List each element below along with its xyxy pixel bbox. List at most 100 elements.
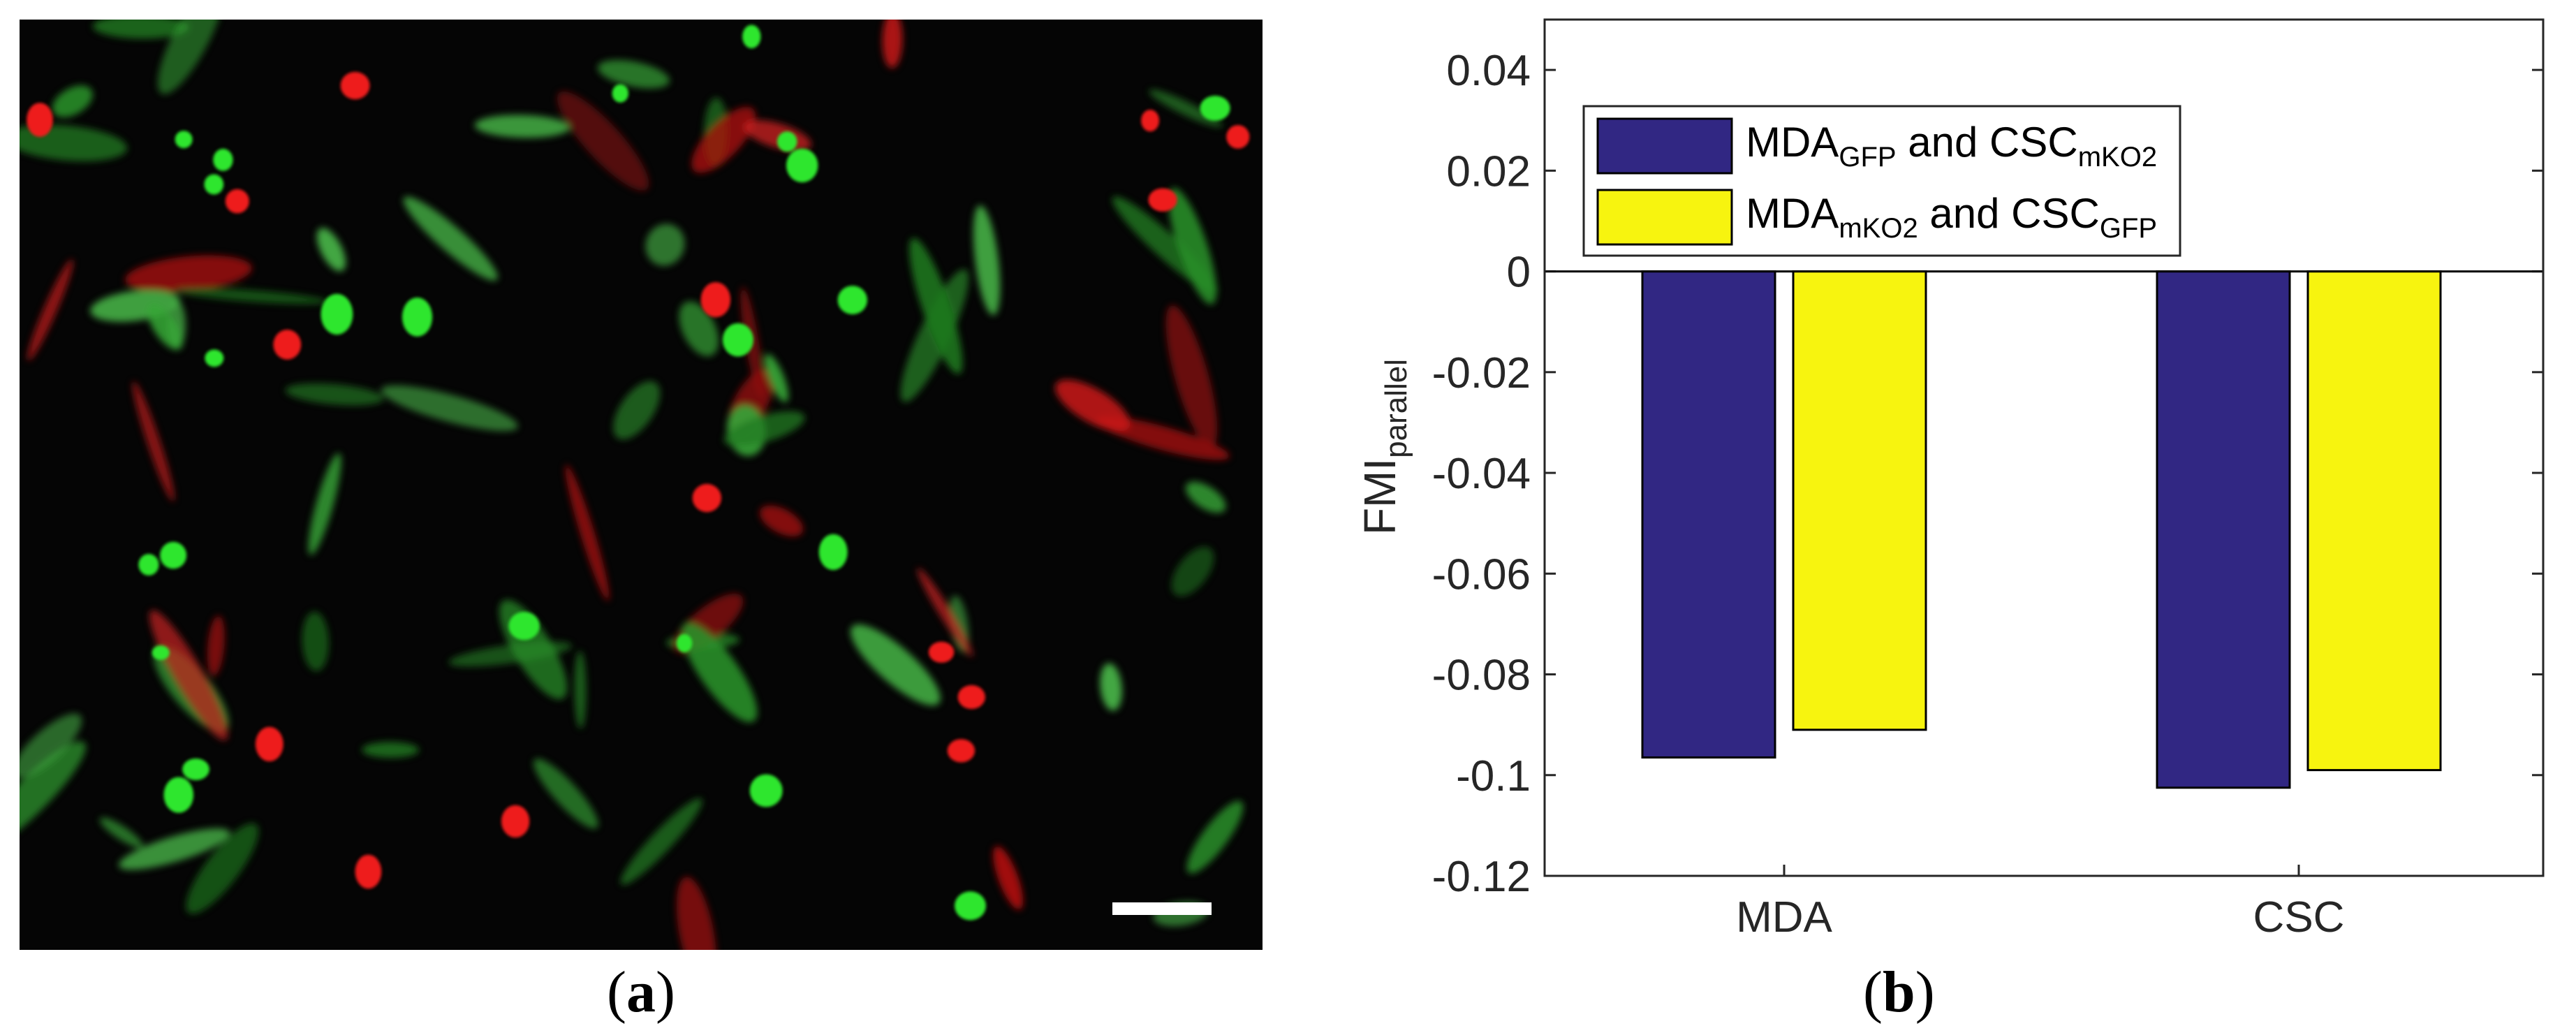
cell: [125, 255, 252, 293]
cell: [501, 805, 530, 838]
legend-entry-2: MDAmKO2 and CSCGFP: [1746, 190, 2157, 244]
legend: MDAGFP and CSCmKO2 MDAmKO2 and CSCGFP: [1582, 105, 2181, 257]
cell: [132, 381, 175, 502]
cell: [818, 534, 848, 571]
cell: [175, 131, 193, 149]
cell: [163, 777, 194, 813]
y-axis-ticks: -0.12 -0.1 -0.08 -0.06 -0.04 -0.02 0 0.02 0.04: [1432, 47, 2543, 901]
cell: [99, 817, 143, 848]
cell: [157, 20, 224, 94]
cell: [612, 84, 628, 103]
cell: [676, 633, 693, 653]
cell: [565, 464, 610, 601]
axes-box: [1543, 18, 2545, 877]
fluorescence-micrograph: [20, 20, 1263, 950]
cell: [508, 612, 540, 640]
y-tick-label: 0.02: [1446, 147, 1531, 196]
cell: [448, 641, 572, 667]
y-tick-label: -0.04: [1432, 450, 1531, 498]
cell: [204, 174, 224, 195]
legend-entry-1: MDAGFP and CSCmKO2: [1746, 119, 2157, 173]
cell: [205, 349, 224, 367]
cell: [160, 541, 187, 569]
y-tick-label: -0.06: [1432, 550, 1531, 599]
cell: [722, 323, 753, 357]
cell: [182, 759, 209, 780]
cell: [27, 103, 53, 137]
legend-swatch-2: [1596, 189, 1733, 246]
cell: [1200, 96, 1230, 121]
legend-swatch-1: [1596, 117, 1733, 175]
cell: [909, 237, 963, 374]
cell: [1148, 188, 1177, 212]
bar-mda-series-2: [1792, 270, 1927, 731]
cell: [92, 20, 189, 39]
y-axis-label: FMIparallel: [1355, 359, 1413, 535]
cell: [759, 505, 804, 537]
cell: [308, 453, 341, 555]
cell: [1100, 663, 1122, 711]
cell: [574, 651, 587, 729]
cell: [993, 846, 1024, 910]
cell: [777, 131, 797, 152]
cell: [340, 71, 370, 100]
cell: [355, 854, 382, 889]
cell: [186, 823, 259, 914]
cell: [174, 288, 328, 305]
cell: [152, 645, 170, 660]
cell: [691, 106, 756, 173]
cell-layer-bright: [27, 24, 1250, 921]
cell: [1185, 481, 1226, 513]
cell: [285, 383, 384, 406]
cell: [316, 228, 346, 272]
cell: [700, 282, 731, 318]
cell: [1055, 379, 1131, 432]
cell: [742, 24, 761, 49]
cell: [598, 59, 670, 89]
cell: [1141, 110, 1160, 132]
bars: [1641, 270, 2442, 789]
cell: [955, 891, 986, 921]
cell: [764, 353, 788, 402]
cell: [381, 385, 518, 432]
micrograph-image: [20, 20, 1263, 950]
cell: [786, 148, 818, 183]
cell: [255, 726, 284, 762]
cell: [1168, 187, 1217, 305]
cell: [749, 774, 783, 807]
cell: [1096, 416, 1230, 460]
cell: [1149, 89, 1223, 127]
cell: [321, 293, 353, 335]
cell: [149, 610, 228, 740]
cell: [20, 741, 86, 852]
cell: [52, 85, 93, 117]
cell: [928, 641, 955, 663]
bar-mda-series-1: [1641, 270, 1776, 759]
cell: [402, 298, 433, 337]
y-tick-label: -0.1: [1456, 752, 1531, 800]
cell: [1226, 125, 1250, 149]
cell: [138, 554, 159, 576]
cell: [882, 20, 903, 68]
cell: [147, 303, 183, 350]
cell: [645, 224, 685, 266]
cell: [957, 684, 986, 710]
y-tick-label: -0.02: [1432, 349, 1531, 397]
bar-csc-series-2: [2306, 270, 2442, 772]
cell: [273, 330, 302, 360]
y-tick-label: 0.04: [1446, 47, 1531, 95]
x-tick-label-csc: CSC: [2253, 893, 2345, 942]
cell: [213, 149, 233, 171]
cell: [225, 189, 249, 214]
cell: [20, 713, 82, 779]
cell: [119, 828, 230, 870]
y-tick-label: 0: [1507, 249, 1531, 297]
cell: [403, 196, 498, 281]
cell: [1186, 800, 1244, 874]
cell: [533, 759, 598, 829]
y-tick-label: -0.12: [1432, 853, 1531, 901]
scale-bar: [1112, 902, 1212, 915]
cell: [1171, 546, 1214, 596]
cell: [692, 483, 721, 513]
